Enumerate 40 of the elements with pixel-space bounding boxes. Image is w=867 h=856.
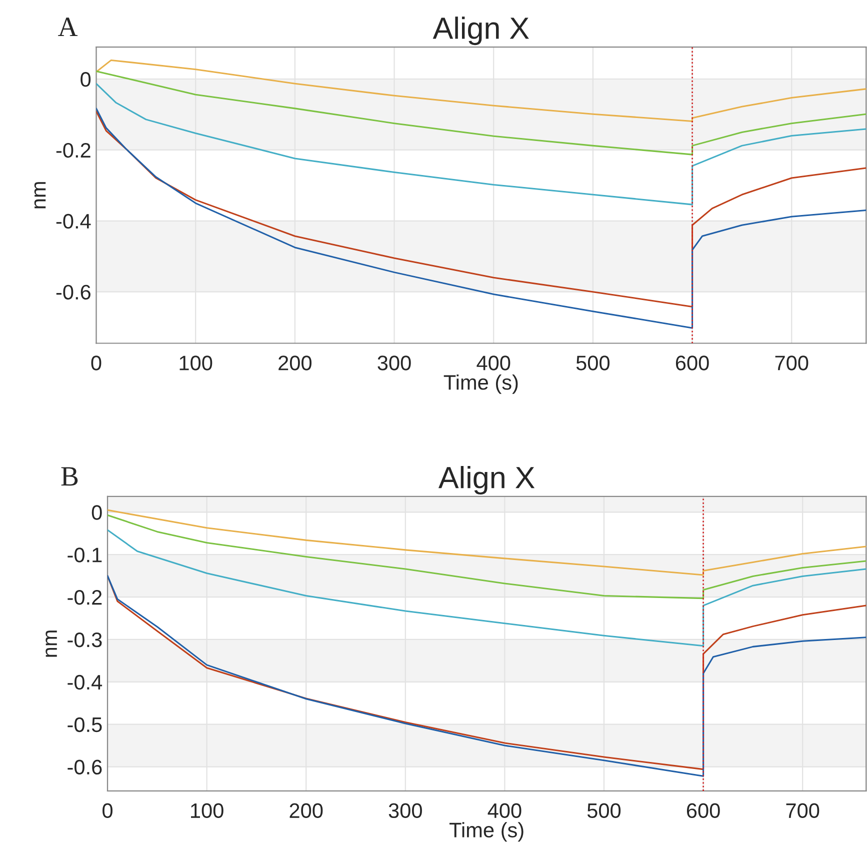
x-tick-label: 300	[378, 356, 411, 370]
y-tick-label: -0.3	[68, 632, 102, 648]
line-series	[108, 514, 866, 600]
chart-title: Align X	[438, 466, 535, 494]
y-axis-title: nm	[46, 630, 57, 657]
x-tick-label: 700	[786, 803, 820, 818]
x-tick-label: 0	[102, 803, 112, 818]
x-tick-label: 300	[388, 803, 422, 818]
y-tick-label: -0.6	[68, 760, 102, 775]
line-series	[96, 70, 866, 156]
y-tick-label: -0.6	[56, 284, 90, 300]
y-tick-label: -0.4	[56, 214, 91, 229]
text: A	[58, 18, 78, 36]
line-series	[96, 82, 866, 206]
y-tick-label: -0.5	[68, 717, 102, 732]
y-tick-label: 0	[80, 72, 91, 87]
x-tick-label: 200	[278, 356, 312, 370]
x-axis-title: Time (s)	[444, 374, 518, 394]
y-tick-label: -0.2	[56, 142, 90, 158]
x-axis-title: Time (s)	[449, 822, 524, 842]
x-tick-label: 600	[686, 803, 720, 818]
y-tick-label: 0	[92, 505, 102, 520]
x-tick-label: 200	[290, 803, 323, 818]
x-tick-label: 500	[576, 356, 610, 370]
text: B	[61, 467, 78, 486]
y-tick-label: -0.4	[68, 674, 102, 690]
line-series	[108, 529, 866, 647]
x-tick-label: 600	[676, 356, 709, 370]
line-series	[108, 509, 866, 576]
x-tick-label: 100	[180, 356, 212, 370]
y-tick-label: -0.1	[68, 548, 102, 562]
y-axis-title: nm	[34, 182, 46, 208]
x-tick-label: 700	[775, 356, 808, 370]
y-tick-label: -0.2	[68, 590, 102, 605]
x-tick-label: 400	[488, 803, 522, 818]
chart-title: Align X	[432, 16, 529, 46]
x-tick-label: 500	[587, 803, 621, 818]
x-tick-label: 400	[476, 356, 510, 370]
x-tick-label: 100	[191, 803, 224, 818]
line-series	[96, 59, 866, 122]
